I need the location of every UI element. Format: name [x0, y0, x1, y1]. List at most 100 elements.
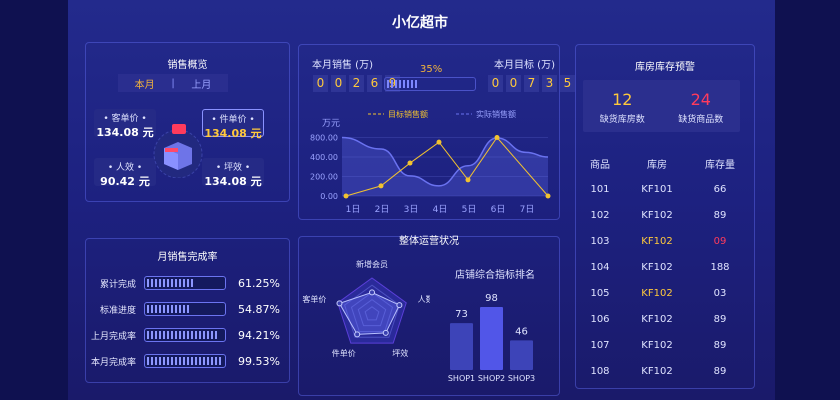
- rate-label: 累计完成: [99, 279, 136, 290]
- table-row[interactable]: 108 KF102 89: [578, 358, 748, 384]
- sales-line-chart: 万元 0.00 200.00 400.00 800.00 1日 2日 3日 4日 5日 6日 7日 目标…: [310, 109, 551, 215]
- table-cell: 89: [713, 365, 727, 377]
- y-tick-label: 200.00: [310, 173, 338, 182]
- table-row[interactable]: 103 KF102 09: [578, 228, 748, 254]
- radar-value-area: [338, 291, 401, 335]
- table-cell: KF102: [641, 287, 673, 299]
- table-cell: 89: [713, 209, 727, 221]
- table-cell: KF102: [641, 261, 673, 273]
- actual-sales-area: [342, 137, 548, 196]
- table-cell: KF102: [641, 365, 673, 377]
- table-row[interactable]: 105 KF102 03: [578, 280, 748, 306]
- column-header: 商品: [590, 159, 610, 171]
- operations-title: 整体运营状况: [399, 236, 459, 247]
- completion-row: 上月完成率 94.21%: [90, 327, 290, 343]
- bar-shop3: [510, 340, 533, 370]
- radar-point: [382, 329, 389, 336]
- table-cell: KF102: [641, 313, 673, 325]
- table-cell: KF101: [641, 183, 673, 195]
- target-sales-point: [545, 193, 551, 199]
- radar-indicator-label: 件单价: [332, 348, 356, 358]
- radar-indicator-label: 新增会员: [356, 260, 388, 269]
- rate-bar: [144, 354, 226, 368]
- legend-target-label: 目标销售额: [388, 109, 428, 119]
- rate-bar: [144, 276, 226, 290]
- table-row[interactable]: 104 KF102 188: [578, 254, 748, 280]
- table-row[interactable]: 107 KF102 89: [578, 332, 748, 358]
- bar-value-label: 46: [515, 326, 528, 337]
- radar-ring: [344, 284, 400, 338]
- table-cell: KF102: [641, 235, 673, 247]
- rate-value: 54.87%: [238, 302, 280, 316]
- radar-point: [369, 289, 375, 296]
- digit: 0: [331, 75, 346, 92]
- x-tick-label: 4日: [433, 204, 448, 215]
- table-row[interactable]: 106 KF102 89: [578, 306, 748, 332]
- table-row[interactable]: 101 KF101 66: [578, 176, 748, 202]
- sales-progress-bar: [384, 77, 476, 91]
- kpi-per-area: • 坪效 • 134.08 元: [202, 158, 264, 188]
- x-tick-label: 3日: [404, 204, 419, 215]
- x-tick-label: 7日: [520, 204, 535, 215]
- operations-frame: [298, 236, 560, 396]
- table-cell: 101: [590, 183, 610, 195]
- tab-this-month[interactable]: 本月: [134, 79, 155, 91]
- table-row[interactable]: 102 KF102 89: [578, 202, 748, 228]
- table-header: 商品 库房 库存量: [578, 150, 748, 176]
- table-cell: 66: [713, 183, 727, 195]
- rate-bar-fill: [147, 279, 194, 287]
- target-sales-point: [378, 183, 384, 189]
- store-icon: [153, 124, 203, 178]
- completion-row: 累计完成 61.25%: [90, 275, 290, 291]
- radar-indicator-label: 人数: [418, 294, 430, 304]
- tab-last-month[interactable]: 上月: [191, 79, 212, 91]
- radar-ring: [350, 291, 394, 332]
- digit: 0: [488, 75, 503, 92]
- period-tabs: 本月 | 上月: [118, 74, 228, 92]
- table-cell: KF102: [641, 209, 673, 221]
- bar-shop1: [450, 323, 473, 370]
- stat-short-products: 24 缺货商品数: [678, 90, 724, 125]
- rate-value: 61.25%: [238, 276, 280, 290]
- x-tick-label: 2日: [375, 204, 390, 215]
- target-sales-point: [343, 193, 349, 199]
- digit: 3: [542, 75, 557, 92]
- stat-short-warehouses: 12 缺货库房数: [599, 90, 645, 125]
- radar-ring: [357, 298, 387, 327]
- rate-bar: [144, 302, 226, 316]
- y-tick-label: 0.00: [320, 192, 338, 201]
- table-cell: 89: [713, 339, 727, 351]
- table-cell: 105: [590, 287, 610, 299]
- y-tick-label: 800.00: [310, 134, 338, 143]
- inventory-title: 库房库存预警: [635, 62, 695, 73]
- overview-frame: [85, 42, 290, 202]
- digit: 7: [524, 75, 539, 92]
- table-cell: 09: [713, 235, 727, 247]
- digit: 0: [313, 75, 328, 92]
- kpi-per-person: • 人效 • 90.42 元: [94, 158, 156, 188]
- radar-indicator-label: 客单价: [302, 294, 326, 304]
- column-header: 库房: [647, 159, 667, 171]
- completion-row: 标准进度 54.87%: [90, 301, 290, 317]
- table-cell: 188: [710, 261, 730, 273]
- x-tick-label: 1日: [346, 204, 361, 215]
- table-cell: 104: [590, 261, 610, 273]
- rate-value: 94.21%: [238, 328, 280, 342]
- rate-bar-fill: [147, 331, 219, 339]
- actual-sales-line: [341, 136, 549, 187]
- kpi-item-price[interactable]: • 件单价 • 134.08 元: [202, 109, 264, 140]
- rate-label: 本月完成率: [90, 357, 136, 368]
- target-sales-point: [494, 135, 500, 140]
- digit: 0: [506, 75, 521, 92]
- radar-indicator-label: 坪效: [392, 348, 408, 358]
- table-cell: 106: [590, 313, 610, 325]
- radar-point: [354, 331, 361, 338]
- target-sales-point: [465, 177, 471, 183]
- inventory-table: 商品 库房 库存量 101 KF101 66 102 KF102 89 103 KF102 09 104…: [578, 150, 748, 384]
- kpi-customer-price: • 客单价 • 134.08 元: [94, 109, 156, 139]
- rate-value: 99.53%: [238, 354, 280, 368]
- bar-value-label: 73: [455, 309, 468, 320]
- shortage-stats: 12 缺货库房数 24 缺货商品数: [583, 80, 740, 132]
- y-axis-unit: 万元: [322, 119, 340, 129]
